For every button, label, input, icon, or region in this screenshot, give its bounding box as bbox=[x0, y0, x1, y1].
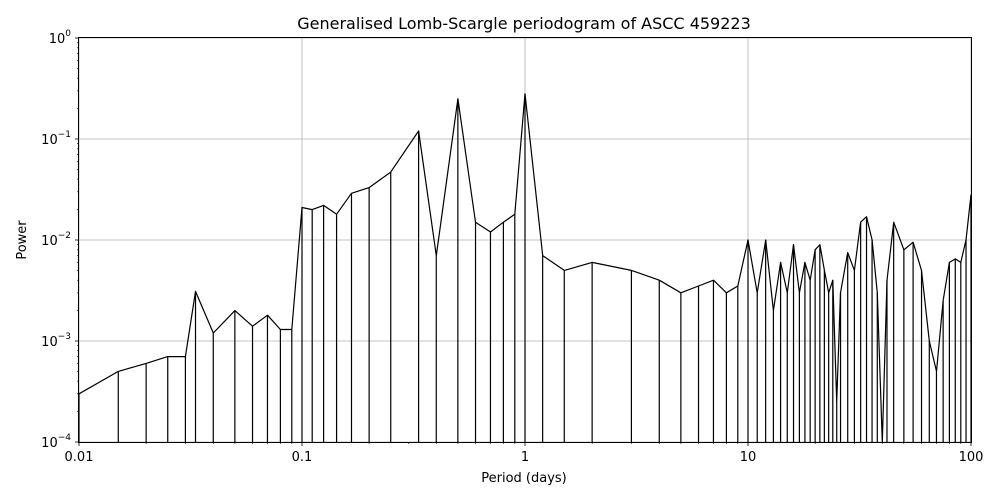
y-tick-label: 100 bbox=[49, 29, 72, 47]
periodogram-line bbox=[78, 93, 972, 443]
x-axis-label: Period (days) bbox=[481, 471, 567, 486]
y-tick-label: 10−2 bbox=[41, 231, 71, 249]
x-tick-label: 0.01 bbox=[65, 450, 94, 465]
y-tick-exponent: −1 bbox=[58, 130, 71, 140]
y-tick-label: 10−1 bbox=[41, 130, 71, 148]
x-tick-label: 10 bbox=[740, 450, 757, 465]
chart-title: Generalised Lomb-Scargle periodogram of … bbox=[297, 14, 751, 33]
x-tick-label: 100 bbox=[959, 450, 984, 465]
y-tick-base: 10 bbox=[41, 234, 58, 249]
y-tick-exponent: −3 bbox=[58, 332, 71, 342]
y-tick-exponent: −4 bbox=[58, 433, 72, 443]
x-tick-label: 0.1 bbox=[292, 450, 313, 465]
x-tick-label: 1 bbox=[521, 450, 529, 465]
y-tick-label: 10−4 bbox=[41, 433, 71, 451]
y-axis-label: Power bbox=[15, 220, 30, 260]
y-tick-base: 10 bbox=[41, 133, 58, 148]
y-tick-label: 10−3 bbox=[41, 332, 71, 350]
y-tick-base: 10 bbox=[41, 436, 58, 451]
y-tick-base: 10 bbox=[41, 335, 58, 350]
y-tick-exponent: −2 bbox=[58, 231, 71, 241]
y-tick-exponent: 0 bbox=[65, 29, 71, 39]
y-tick-base: 10 bbox=[49, 32, 66, 47]
